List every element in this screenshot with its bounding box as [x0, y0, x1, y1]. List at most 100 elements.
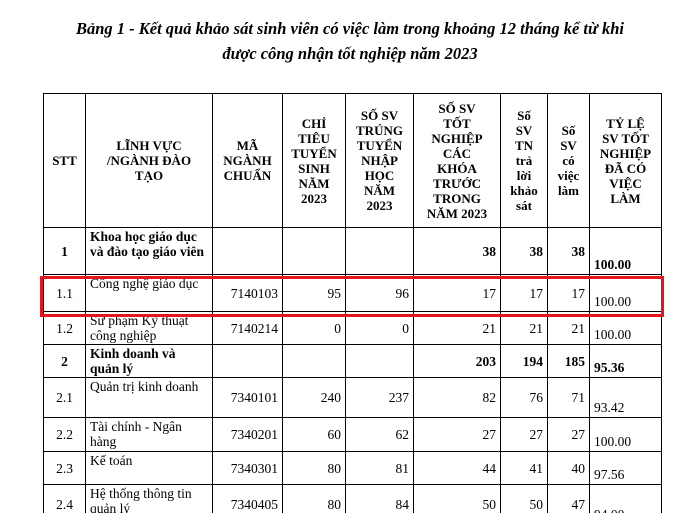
- table-row: 2.1 Quản trị kinh doanh 7340101 240 237 82 76 7…: [43, 377, 662, 418]
- header-text: NĂM: [363, 183, 396, 198]
- table-cell: 7340101: [212, 377, 283, 418]
- table-cell: 7340405: [212, 484, 283, 513]
- table-cell: 7340201: [212, 417, 283, 452]
- header-text: SV: [515, 123, 533, 138]
- header-cell: LĨNH VỰC/NGÀNH ĐÀO TẠO: [85, 93, 213, 228]
- table-cell: 76: [500, 377, 548, 418]
- header-text: CHỈ: [301, 115, 327, 131]
- table-cell: 100.00: [589, 417, 662, 452]
- header-text: TRƯỚC: [433, 175, 481, 191]
- table-cell: 185: [547, 344, 590, 378]
- header-text: TẠO: [134, 168, 164, 183]
- table-cell: [282, 227, 346, 275]
- header-text: TIÊU: [298, 130, 330, 146]
- table-cell: 203: [413, 344, 501, 378]
- header-cell: STT: [43, 93, 86, 228]
- table-cell: 7140103: [212, 274, 283, 312]
- header-text: TỐT: [443, 115, 471, 131]
- table-cell: 96: [345, 274, 414, 312]
- table-cell: 1: [43, 227, 86, 275]
- header-text: TN: [514, 138, 534, 153]
- table-cell: 44: [413, 451, 501, 485]
- table-cell: Khoa học giáo dục và đào tạo giáo viên: [85, 227, 213, 275]
- header-text: trả: [515, 153, 533, 168]
- header-text: việc: [557, 168, 580, 183]
- title-line: Bảng 1 - Kết quả khảo sát sinh viên có v…: [75, 19, 625, 38]
- table-cell: [345, 227, 414, 275]
- header-text: VIỆC: [609, 175, 642, 191]
- header-text: LÀM: [610, 190, 641, 206]
- header-text: khảo: [510, 183, 538, 198]
- table-cell: 95: [282, 274, 346, 312]
- header-text: TỶ LỆ: [606, 115, 645, 131]
- table-cell: 2: [43, 344, 86, 378]
- header-text: Số: [517, 108, 531, 123]
- header-text: KHÓA: [437, 160, 477, 176]
- table-cell: Kinh doanh và quản lý: [85, 344, 213, 378]
- table-cell: 1.2: [43, 311, 86, 345]
- header-text: Số: [561, 123, 576, 138]
- table-cell: [345, 344, 414, 378]
- survey-table: STT LĨNH VỰC/NGÀNH ĐÀO TẠO MÃ NGÀNH CHUẨN CHỈ T…: [43, 93, 662, 513]
- header-text: có: [562, 153, 575, 168]
- table-title: Bảng 1 - Kết quả khảo sát sinh viên có v…: [0, 16, 700, 66]
- header-text: SINH: [298, 160, 330, 176]
- table-cell: [212, 344, 283, 378]
- header-text: 2023: [366, 198, 393, 213]
- table-cell: 240: [282, 377, 346, 418]
- table-cell: 62: [345, 417, 414, 452]
- table-cell: Tài chính - Ngân hàng: [85, 417, 213, 452]
- table-cell: 194: [500, 344, 548, 378]
- table-cell: Sư phạm Kỹ thuật công nghiệp: [85, 311, 213, 345]
- table-cell: 94.00: [589, 484, 662, 513]
- table-cell: 97.56: [589, 451, 662, 485]
- header-text: SV: [560, 138, 577, 153]
- header-cell: Số SV TN trả lời khảo sát: [500, 93, 548, 228]
- table-cell: 237: [345, 377, 414, 418]
- table-cell: 1.1: [43, 274, 86, 312]
- title-line: được công nhận tốt nghiệp năm 2023: [222, 44, 478, 63]
- table-cell: 80: [282, 484, 346, 513]
- table-cell: 27: [547, 417, 590, 452]
- table-cell: 27: [413, 417, 501, 452]
- header-text: NĂM: [298, 175, 330, 191]
- header-text: NGÀNH: [223, 153, 272, 168]
- header-text: NĂM 2023: [426, 205, 488, 221]
- table-cell: 7340301: [212, 451, 283, 485]
- table-cell: [212, 227, 283, 275]
- table-cell: 100.00: [589, 311, 662, 345]
- table-cell: 40: [547, 451, 590, 485]
- header-text: HỌC: [364, 168, 395, 183]
- header-text: SỐ SV: [360, 108, 399, 123]
- header-cell: Số SV có việc làm: [547, 93, 590, 228]
- table-cell: 95.36: [589, 344, 662, 378]
- table-cell: 38: [500, 227, 548, 275]
- table-cell: 38: [413, 227, 501, 275]
- table-cell: 2.1: [43, 377, 86, 418]
- header-text: TRONG: [433, 190, 481, 206]
- table-cell: 47: [547, 484, 590, 513]
- table-cell: 71: [547, 377, 590, 418]
- header-text: NGHIỆP: [599, 145, 652, 161]
- table-cell: 17: [547, 274, 590, 312]
- table-cell: 27: [500, 417, 548, 452]
- header-text: LĨNH VỰC: [116, 138, 182, 153]
- header-text: STT: [52, 153, 77, 168]
- header-text: SỐ SV: [438, 100, 476, 116]
- header-cell: SỐ SV TỐT NGHIỆP CÁC KHÓA TRƯỚC TRONG NĂM 2023: [413, 93, 501, 228]
- table-cell: Quản trị kinh doanh: [85, 377, 213, 418]
- table-cell: 82: [413, 377, 501, 418]
- table-cell: 7140214: [212, 311, 283, 345]
- table-row: 2.2 Tài chính - Ngân hàng 7340201 60 62 27 27 2…: [43, 417, 662, 452]
- header-text: CÁC: [442, 145, 472, 161]
- header-text: NGHIỆP: [431, 130, 483, 146]
- table-cell: 17: [500, 274, 548, 312]
- header-text: TRÚNG: [356, 123, 403, 138]
- table-cell: 41: [500, 451, 548, 485]
- table-cell: 2.3: [43, 451, 86, 485]
- table-cell: 0: [345, 311, 414, 345]
- table-cell: 50: [500, 484, 548, 513]
- table-cell: 50: [413, 484, 501, 513]
- header-cell: TỶ LỆ SV TỐT NGHIỆP ĐÃ CÓ VIỆC LÀM: [589, 93, 662, 228]
